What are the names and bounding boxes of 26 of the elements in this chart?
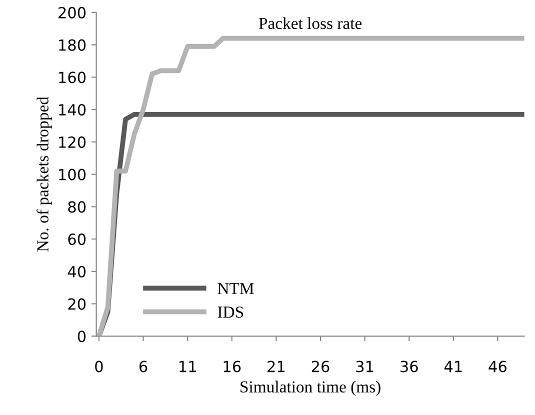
- x-tick-label: 16: [224, 360, 241, 372]
- x-axis-title: Simulation time (ms): [240, 380, 380, 396]
- y-tick-label: 60: [68, 234, 86, 246]
- y-tick-label: 0: [78, 330, 86, 342]
- x-tick-label: 6: [139, 360, 148, 372]
- y-tick-label: 160: [59, 72, 86, 84]
- y-axis-title: No. of packets dropped: [36, 96, 52, 252]
- legend-label: NTM: [218, 283, 254, 294]
- x-tick-label: 11: [180, 360, 196, 372]
- y-tick-label: 20: [68, 298, 86, 310]
- y-tick-label: 80: [68, 201, 86, 213]
- x-tick-label: 21: [268, 360, 284, 372]
- y-tick-label: 200: [58, 6, 86, 18]
- y-tick-label: 140: [59, 104, 86, 116]
- x-tick-label: 36: [400, 360, 418, 372]
- x-tick-label: 26: [312, 360, 330, 372]
- x-tick-label: 31: [356, 360, 374, 372]
- x-tick-label: 0: [95, 360, 103, 372]
- chart-title: Packet loss rate: [258, 17, 362, 30]
- y-tick-label: 120: [59, 136, 86, 148]
- y-tick-label: 100: [59, 168, 86, 180]
- y-tick-label: 180: [59, 39, 86, 51]
- y-tick-label: 40: [68, 266, 86, 278]
- legend-label: IDS: [218, 306, 244, 318]
- x-tick-label: 41: [444, 360, 462, 372]
- x-tick-label: 46: [488, 360, 506, 372]
